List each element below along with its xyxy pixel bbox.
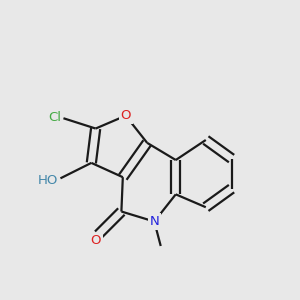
Text: O: O xyxy=(90,234,101,248)
Text: N: N xyxy=(149,215,159,228)
Text: Cl: Cl xyxy=(48,111,61,124)
Text: N: N xyxy=(149,215,159,228)
Text: HO: HO xyxy=(38,173,58,187)
Text: O: O xyxy=(120,109,131,122)
